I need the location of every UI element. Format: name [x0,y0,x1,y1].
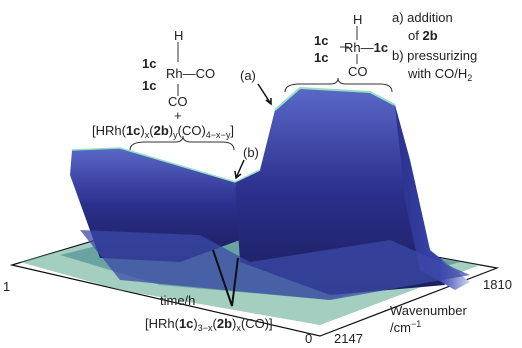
formula-part: 1c [126,123,140,138]
ligand: 1c [142,56,156,71]
note-a: a) addition [392,10,453,25]
atom: Rh—1c [344,40,388,55]
axis-label: /cm−1 [390,319,421,335]
unit-exponent: −1 [411,319,421,329]
formula-part: [HRh( [92,123,127,138]
atom: H [353,12,362,27]
compound: 2b [422,28,437,43]
note-text: of [408,28,419,43]
surface [80,230,470,300]
ligand: 1c [314,50,328,65]
brace [284,77,393,93]
axis-tick: 2147 [334,331,363,346]
formula-part: ( [149,123,154,138]
formula-part: ) [232,316,236,331]
note-text: with CO/H [407,66,467,81]
metal: Rh [166,66,183,81]
ligand: CO [196,66,216,81]
ligand: 1c [314,33,328,48]
ligand: 1c [374,40,388,55]
subscript: 2 [467,73,472,83]
formula-part: 3−x [198,323,213,333]
axis-label: Wavenumber [390,303,467,318]
surface [395,105,470,290]
atom: Rh—CO [166,66,215,81]
ridge-edge [71,147,261,183]
formula-part: ( [213,316,218,331]
formula-part: 2b [217,316,232,331]
unit: /cm [390,320,411,335]
formula-part: x [236,323,241,333]
atom: H [174,28,183,43]
formula-part: 4−x−y [206,130,231,140]
axis-tick: 1 [3,279,10,294]
formula: [HRh(1c)x(2b)y(CO)4−x−y] [92,123,234,140]
formula-part: 2b [154,123,169,138]
arrow [257,83,272,106]
formula-part: ] [230,123,234,138]
formula-part: (CO)] [241,316,273,331]
note-b: b) pressurizing [392,48,477,63]
note-b: with CO/H2 [407,66,472,83]
formula-part: 1c [179,316,193,331]
marker-a: (a) [240,68,256,83]
ligand: 1c [142,78,156,93]
ridge-edge [274,86,396,111]
pointer-lines [212,249,239,307]
formula-part: ) [140,123,144,138]
note-a: of 2b [408,28,438,43]
formula-part: [HRh( [145,316,180,331]
formula-part: (CO) [178,123,206,138]
formula-part: x [145,130,150,140]
plus: + [174,108,182,123]
ligand: CO [348,64,368,79]
axis-label: time/h [160,293,195,308]
bond [177,26,358,96]
brace [129,135,235,151]
ligand: CO [168,94,188,109]
formula-part: y [173,130,178,140]
formula-part: ) [193,316,197,331]
marker-b: (b) [243,145,259,160]
formula-part: ) [169,123,173,138]
arrow [234,159,245,180]
formula: [HRh(1c)3−x(2b)x(CO)] [145,316,273,333]
axis-tick: 0 [305,331,312,346]
metal: Rh [344,40,361,55]
axis-tick: 1810 [483,277,512,292]
